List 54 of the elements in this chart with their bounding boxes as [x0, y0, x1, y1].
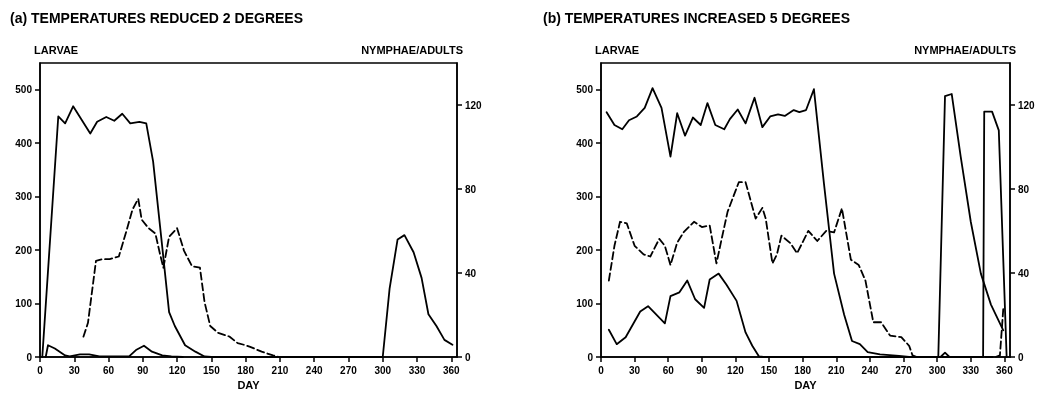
y-tick-label: 0 — [587, 351, 594, 363]
y-tick-label: 400 — [576, 137, 594, 149]
x-tick-label: 270 — [340, 364, 358, 376]
x-tick-label: 210 — [271, 364, 289, 376]
x-tick-label: 60 — [662, 364, 675, 376]
x-tick-label: 180 — [794, 364, 812, 376]
y-tick-label: 100 — [576, 298, 594, 310]
y-tick-label: 100 — [15, 298, 33, 310]
y-tick-label: 500 — [15, 84, 33, 96]
x-tick-label: 90 — [696, 364, 708, 376]
y-tick-label: 300 — [576, 191, 594, 203]
x-tick-label: 150 — [203, 364, 221, 376]
x-tick-label: 360 — [996, 364, 1014, 376]
y-axis-title: LARVAE — [595, 43, 640, 56]
x-tick-label: 300 — [374, 364, 392, 376]
y2-tick-label: 80 — [465, 183, 477, 195]
y-tick-label: 200 — [15, 244, 33, 256]
x-tick-label: 240 — [861, 364, 879, 376]
chart-title: (b) TEMPERATURES INCREASED 5 DEGREES — [543, 10, 850, 26]
y-axis-title: LARVAE — [34, 43, 79, 56]
x-tick-label: 300 — [928, 364, 946, 376]
y-tick-label: 300 — [15, 191, 33, 203]
x-tick-label: 150 — [760, 364, 778, 376]
x-tick-label: 360 — [442, 364, 461, 376]
x-axis-title: DAY — [237, 379, 261, 392]
y-tick-label: 400 — [15, 137, 33, 149]
x-tick-label: 120 — [168, 364, 186, 376]
y-tick-label: 500 — [576, 84, 594, 96]
x-tick-label: 30 — [68, 364, 81, 376]
x-tick-label: 330 — [408, 364, 426, 376]
x-tick-label: 210 — [827, 364, 846, 376]
x-tick-label: 180 — [237, 364, 255, 376]
x-axis-title: DAY — [794, 379, 818, 392]
y2-tick-label: 120 — [465, 99, 483, 111]
y2-tick-label: 120 — [1018, 99, 1036, 111]
x-tick-label: 0 — [598, 364, 605, 376]
x-tick-label: 30 — [629, 364, 641, 376]
y2-axis-title: NYMPHAE/ADULTS — [361, 43, 463, 56]
x-tick-label: 0 — [37, 364, 44, 376]
y2-tick-label: 0 — [1018, 351, 1024, 363]
y2-tick-label: 40 — [465, 267, 477, 279]
x-tick-label: 60 — [102, 364, 115, 376]
x-tick-label: 90 — [137, 364, 149, 376]
x-tick-label: 240 — [305, 364, 323, 376]
y-tick-label: 200 — [576, 244, 594, 256]
x-tick-label: 120 — [727, 364, 745, 376]
chart-title: (a) TEMPERATURES REDUCED 2 DEGREES — [10, 10, 304, 26]
y2-tick-label: 0 — [465, 351, 471, 363]
x-tick-label: 270 — [895, 364, 913, 376]
x-tick-label: 330 — [962, 364, 980, 376]
y2-tick-label: 40 — [1018, 267, 1030, 279]
y2-axis-title: NYMPHAE/ADULTS — [914, 43, 1016, 56]
y2-tick-label: 80 — [1018, 183, 1030, 195]
y-tick-label: 0 — [26, 351, 33, 363]
